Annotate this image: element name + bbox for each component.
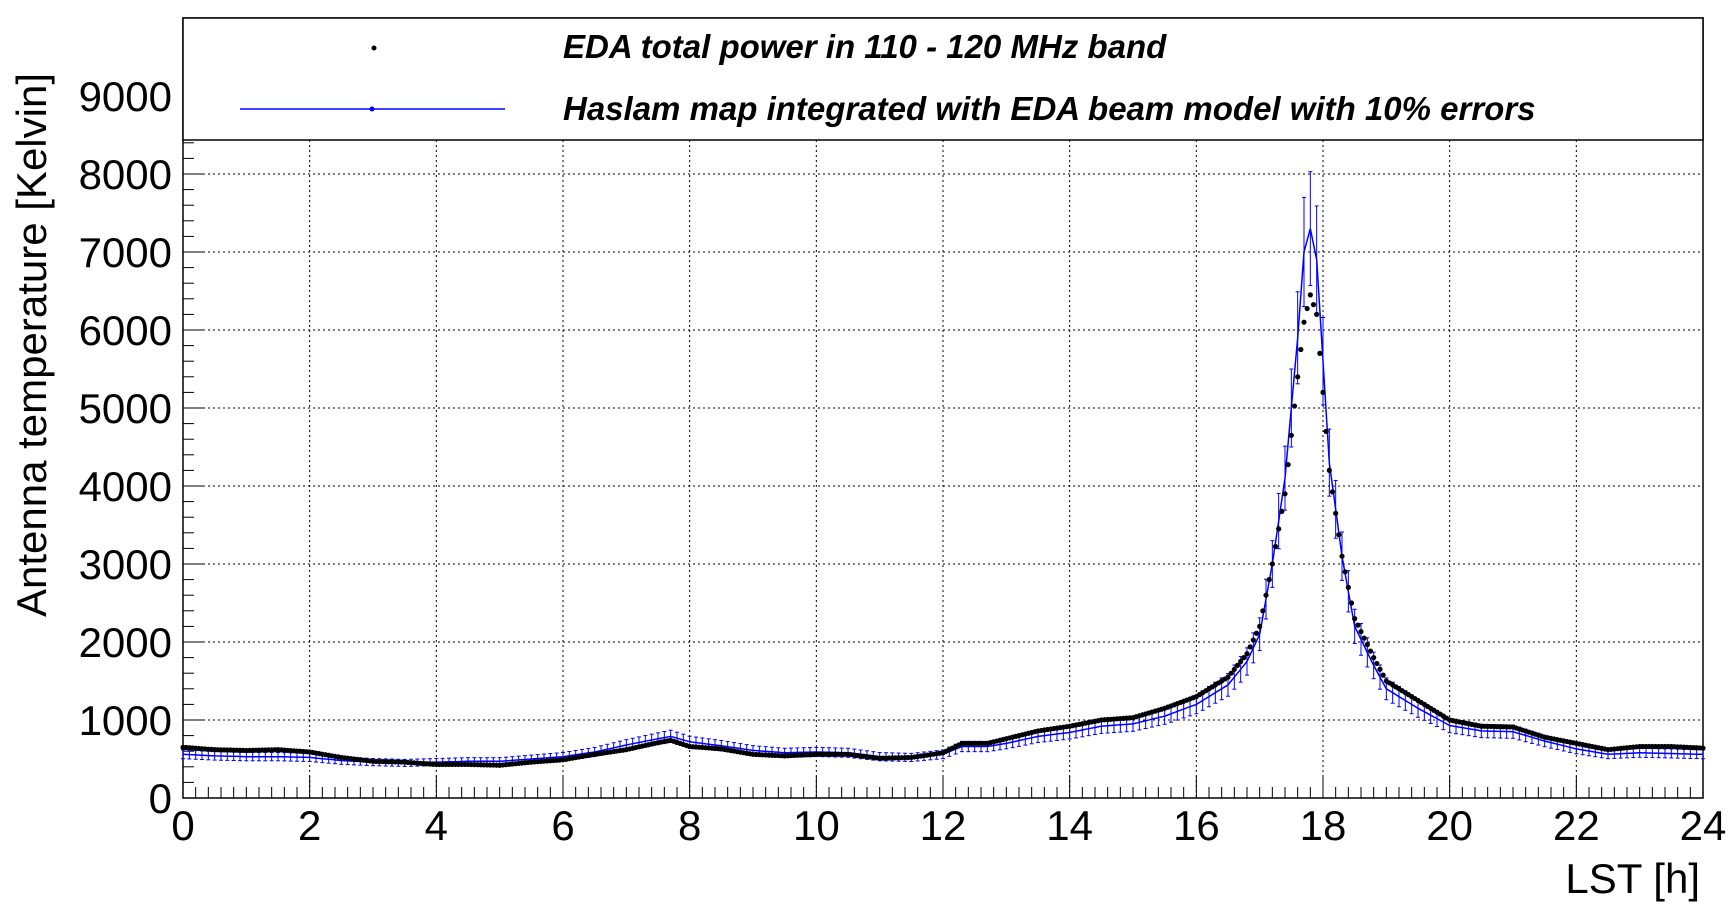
x-tick-label: 12 [920, 802, 967, 849]
x-tick-label: 2 [298, 802, 321, 849]
legend-marker-eda [371, 45, 377, 51]
minor-ticks [182, 79, 1704, 799]
eda-data-point [1367, 648, 1374, 654]
y-tick-label: 0 [149, 775, 172, 822]
eda-data-point [1339, 553, 1345, 559]
eda-data-point [1250, 637, 1256, 643]
x-tick-label: 10 [793, 802, 840, 849]
eda-data-point [1257, 623, 1263, 630]
eda-data-point [1333, 510, 1339, 516]
eda-data-point [1326, 467, 1332, 473]
y-tick-label: 1000 [79, 697, 172, 744]
x-tick-label: 18 [1300, 802, 1347, 849]
eda-data-point [1285, 461, 1291, 468]
eda-data-point [1307, 292, 1313, 298]
eda-data-point [1358, 629, 1364, 635]
eda-data-point [1700, 745, 1706, 751]
x-tick-label: 16 [1173, 802, 1220, 849]
series-eda-total-power [180, 292, 1706, 768]
eda-data-point [1225, 674, 1231, 680]
eda-data-point [1291, 403, 1298, 409]
eda-data-point [1377, 666, 1383, 672]
x-tick-label: 0 [171, 802, 194, 849]
y-axis-title: Antenna temperature [Kelvin] [8, 73, 55, 617]
eda-data-point [1269, 561, 1275, 567]
eda-data-point [1244, 651, 1250, 657]
legend-label-haslam: Haslam map integrated with EDA beam mode… [563, 90, 1536, 127]
eda-data-point [1301, 319, 1307, 325]
eda-data-point [1304, 305, 1310, 312]
eda-data-point [1282, 491, 1288, 497]
eda-data-point [1241, 655, 1247, 661]
eda-data-point [1361, 635, 1367, 641]
eda-data-point [1317, 350, 1323, 356]
eda-data-point [1295, 374, 1301, 380]
eda-data-point [1314, 311, 1320, 317]
eda-data-point [1374, 660, 1380, 667]
y-tick-label: 6000 [79, 307, 172, 354]
eda-data-point [1260, 608, 1266, 614]
y-tick-label: 8000 [79, 151, 172, 198]
eda-data-point [1342, 569, 1348, 575]
y-tick-label: 3000 [79, 541, 172, 588]
y-tick-label: 7000 [79, 229, 172, 276]
eda-data-point [1228, 670, 1234, 676]
y-tick-label: 9000 [79, 73, 172, 120]
eda-data-point [1231, 666, 1237, 672]
eda-data-point [1329, 489, 1336, 495]
x-axis-tick-labels: 0 2 4 6 8 10 12 14 16 18 20 22 24 [171, 802, 1726, 849]
eda-data-point [1247, 644, 1253, 650]
eda-data-point [1234, 662, 1241, 669]
grid-lines [183, 140, 1703, 798]
eda-data-point [1288, 432, 1294, 438]
y-tick-label: 4000 [79, 463, 172, 510]
eda-data-point [1380, 672, 1386, 678]
eda-data-point [1263, 592, 1269, 598]
eda-data-point [1272, 543, 1279, 550]
x-tick-label: 20 [1426, 802, 1473, 849]
eda-data-point [1345, 584, 1351, 591]
x-tick-label: 8 [678, 802, 701, 849]
x-tick-label: 24 [1680, 802, 1727, 849]
eda-data-point [1355, 622, 1361, 628]
eda-data-point [1310, 302, 1317, 308]
legend-marker-haslam-dot [369, 106, 375, 112]
y-tick-label: 5000 [79, 385, 172, 432]
legend: EDA total power in 110 - 120 MHz band Ha… [182, 17, 1704, 141]
eda-data-point [1266, 577, 1272, 583]
eda-data-point [1276, 526, 1282, 532]
eda-data-point [1364, 642, 1370, 648]
x-tick-label: 22 [1553, 802, 1600, 849]
x-axis-title: LST [h] [1565, 855, 1700, 902]
eda-data-point [1279, 508, 1285, 514]
eda-data-point [1238, 658, 1244, 665]
eda-data-point [1352, 616, 1358, 622]
y-tick-label: 2000 [79, 619, 172, 666]
legend-label-eda: EDA total power in 110 - 120 MHz band [563, 28, 1167, 65]
x-tick-label: 6 [551, 802, 574, 849]
x-tick-label: 14 [1046, 802, 1093, 849]
eda-data-point [1371, 655, 1377, 661]
eda-data-point [1253, 630, 1260, 636]
eda-data-point [1336, 532, 1342, 538]
eda-data-point [1348, 600, 1355, 606]
eda-data-point [1323, 428, 1329, 434]
x-tick-label: 4 [425, 802, 448, 849]
legend-box [182, 17, 1704, 141]
y-axis-tick-labels: 0 1000 2000 3000 4000 5000 6000 7000 8000 9000 [79, 73, 172, 822]
eda-data-point [1298, 346, 1304, 353]
eda-data-point [1320, 389, 1326, 395]
